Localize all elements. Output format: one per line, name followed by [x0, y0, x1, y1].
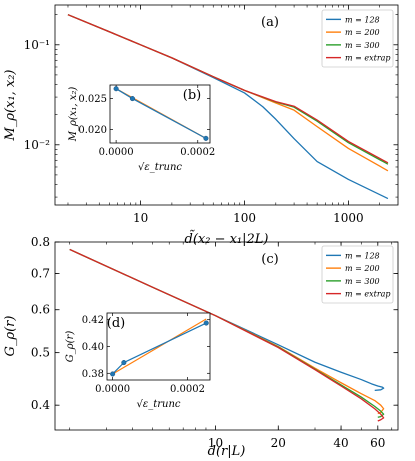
inset-panel-tag: (d) — [107, 316, 125, 331]
legend: m = 128 m = 200 m = 300 m = extrap — [321, 245, 394, 304]
series-group — [67, 14, 389, 200]
y-tick-label: 0.6 — [31, 303, 50, 317]
inset-y-tick-label: 0.42 — [82, 315, 104, 326]
legend-label: m = 200 — [345, 264, 380, 273]
panel-c: 10 20 40 60 0.4 0.5 0.6 0.7 0.8 d(r|L) G_ρ(r) (c) m … — [3, 235, 399, 459]
panel-tag: (c) — [261, 252, 278, 267]
x-tick-label: 10 — [208, 436, 223, 450]
inset-x-tick-label: 0.0000 — [99, 147, 134, 158]
inset-y-tick-label: 0.38 — [82, 369, 104, 380]
plot-frame — [54, 4, 399, 206]
y-axis-label: G_ρ(r) — [3, 316, 18, 357]
legend-box — [321, 9, 394, 68]
x-tick-label: 10 — [133, 211, 148, 225]
inset-point — [110, 371, 116, 377]
y-tick-label: 0.8 — [31, 235, 50, 249]
inset-x-axis-label: √ε_trunc — [138, 162, 182, 173]
inset-y-axis-label: G_ρ(r) — [65, 331, 76, 363]
inset-y-tick-label: 0.40 — [82, 342, 104, 353]
series-line-m-extrap — [67, 14, 389, 164]
inset-point — [203, 135, 209, 141]
legend-box — [321, 245, 394, 304]
x-tick-label: 100 — [233, 211, 256, 225]
plot-frame — [54, 241, 399, 431]
y-tick-label: 10⁻² — [24, 138, 51, 152]
inset-y-axis-label: M_ρ(x₁, x₂) — [68, 87, 79, 143]
x-tick-label: 40 — [333, 436, 348, 450]
x-tick-label: 1000 — [333, 211, 364, 225]
legend: m = 128 m = 200 m = 300 m = extrap — [321, 9, 394, 68]
inset-x-axis-label: √ε_trunc — [136, 399, 180, 410]
inset-y-tick-label: 0.020 — [78, 125, 107, 136]
legend-label: m = extrap — [345, 54, 391, 63]
inset-x-tick-label: 0.0000 — [95, 384, 130, 395]
inset-point — [203, 320, 209, 326]
inset-point — [129, 96, 135, 102]
y-tick-label: 0.4 — [31, 398, 50, 412]
legend-label: m = extrap — [345, 290, 391, 299]
y-axis-label: M_ρ(x₁, x₂) — [3, 70, 18, 142]
legend-label: m = 200 — [345, 28, 380, 37]
y-tick-label: 0.5 — [31, 346, 50, 360]
series-group — [69, 248, 385, 422]
panel-tag: (a) — [261, 15, 279, 30]
legend-label: m = 300 — [345, 277, 380, 286]
y-tick-label: 10⁻¹ — [24, 38, 50, 52]
legend-label: m = 128 — [345, 251, 380, 260]
inset-point — [121, 360, 127, 366]
inset-b: 0.0000 0.0002 0.020 0.025 √ε_trunc M_ρ(x₁, x₂… — [68, 84, 215, 173]
inset-panel-tag: (b) — [183, 88, 201, 103]
inset-line-fit — [112, 318, 207, 375]
legend-label: m = 128 — [345, 15, 380, 24]
y-tick-label: 0.7 — [31, 266, 50, 280]
x-axis-label: d̃(x₂ − x₁|2L) — [185, 230, 269, 247]
panel-a: 10 100 1000 10⁻¹ 10⁻² d̃(x₂ − x₁|2L) M_ρ(x₁, x… — [3, 4, 399, 247]
x-axis-label: d(r|L) — [208, 444, 246, 459]
inset-y-tick-label: 0.025 — [78, 94, 107, 105]
x-tick-label: 20 — [271, 436, 286, 450]
inset-x-tick-label: 0.0002 — [180, 147, 215, 158]
x-tick-label: 60 — [370, 436, 385, 450]
inset-point — [113, 86, 119, 92]
legend-label: m = 300 — [345, 41, 380, 50]
inset-d: 0.0000 0.0002 0.38 0.40 0.42 √ε_trunc G_ρ(r) (d… — [65, 312, 211, 410]
inset-x-tick-label: 0.0002 — [170, 384, 205, 395]
series-line-m-extrap — [69, 248, 385, 422]
